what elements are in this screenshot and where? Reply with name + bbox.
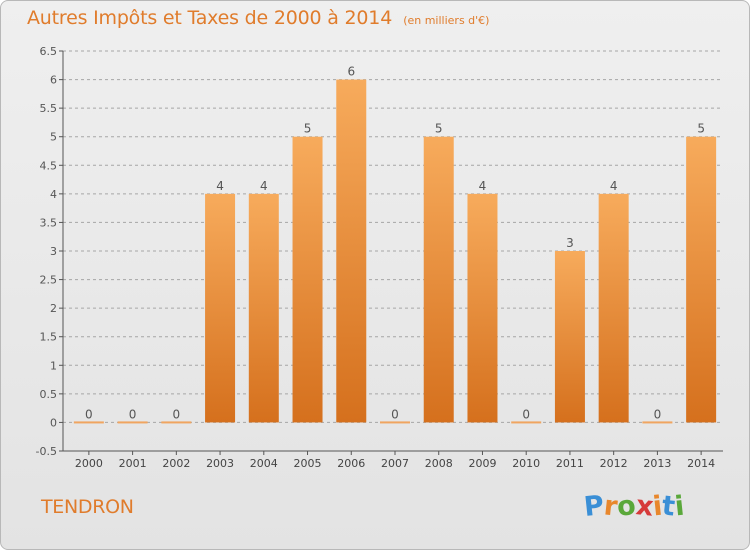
x-tick-label: 2002 xyxy=(162,457,190,470)
y-tick-label: 5.5 xyxy=(40,102,58,115)
data-label: 5 xyxy=(435,122,443,136)
y-tick-label: 5 xyxy=(50,131,57,144)
x-tick-label: 2009 xyxy=(468,457,496,470)
data-label: 3 xyxy=(566,236,574,250)
bar xyxy=(554,251,585,423)
y-tick-label: 4 xyxy=(50,188,57,201)
y-tick-label: 3 xyxy=(50,245,57,258)
proxiti-logo[interactable]: Proxiti xyxy=(582,490,687,523)
x-tick-label: 2012 xyxy=(600,457,628,470)
axes: -0.5 0 0.5 1 1.5 2 2.5 3 3.5 4 4.5 5 5.5 6 6.5 2000 2001… xyxy=(36,45,723,470)
x-tick-label: 2010 xyxy=(512,457,540,470)
data-label: 0 xyxy=(129,407,137,421)
data-label: 6 xyxy=(347,65,355,79)
x-tick-label: 2005 xyxy=(294,457,322,470)
x-tick-label: 2000 xyxy=(75,457,103,470)
bar xyxy=(380,421,410,424)
bar xyxy=(205,193,236,423)
data-labels: 0 0 0 4 4 5 6 0 5 4 0 3 4 0 5 xyxy=(85,65,705,422)
y-tick-label: 2 xyxy=(50,302,57,315)
bar xyxy=(292,136,323,423)
data-label: 4 xyxy=(260,179,268,193)
y-tick-label: 3.5 xyxy=(40,216,58,229)
data-label: 5 xyxy=(697,122,705,136)
bar xyxy=(423,136,454,423)
bar xyxy=(467,193,498,423)
y-tick-label: -0.5 xyxy=(36,445,57,458)
y-tick-label: 6 xyxy=(50,74,57,87)
bar xyxy=(248,193,279,423)
y-tick-label: 2.5 xyxy=(40,274,58,287)
x-tick-label: 2011 xyxy=(556,457,584,470)
x-tick-label: 2006 xyxy=(337,457,365,470)
x-tick-label: 2007 xyxy=(381,457,409,470)
logo-letter: i xyxy=(673,490,687,523)
y-tick-label: 0 xyxy=(50,416,57,429)
chart-subtitle: (en milliers d'€) xyxy=(403,14,490,27)
y-tick-label: 1.5 xyxy=(40,331,58,344)
data-label: 5 xyxy=(304,122,312,136)
bar xyxy=(336,79,367,423)
data-label: 4 xyxy=(216,179,224,193)
data-label: 0 xyxy=(654,407,662,421)
data-label: 0 xyxy=(522,407,530,421)
bar xyxy=(686,136,717,423)
data-label: 4 xyxy=(610,179,618,193)
y-tick-label: 6.5 xyxy=(40,45,58,58)
x-tick-label: 2004 xyxy=(250,457,278,470)
data-label: 0 xyxy=(173,407,181,421)
x-tick-label: 2013 xyxy=(643,457,671,470)
x-tick-label: 2008 xyxy=(425,457,453,470)
data-label: 4 xyxy=(479,179,487,193)
y-tick-label: 4.5 xyxy=(40,159,58,172)
bar xyxy=(598,193,629,423)
bar xyxy=(117,421,148,424)
data-label: 0 xyxy=(85,407,93,421)
bars xyxy=(73,79,717,424)
bar xyxy=(642,421,673,424)
title-row: Autres Impôts et Taxes de 2000 à 2014 (e… xyxy=(27,7,489,29)
data-label: 0 xyxy=(391,407,399,421)
y-tick-label: 1 xyxy=(50,359,57,372)
x-tick-label: 2014 xyxy=(687,457,715,470)
x-tick-label: 2003 xyxy=(206,457,234,470)
bar xyxy=(511,421,542,424)
bar xyxy=(73,421,104,424)
bar xyxy=(161,421,192,424)
commune-name: TENDRON xyxy=(41,496,134,518)
y-tick-label: 0.5 xyxy=(40,388,58,401)
x-tick-label: 2001 xyxy=(119,457,147,470)
chart-title: Autres Impôts et Taxes de 2000 à 2014 xyxy=(27,7,393,29)
